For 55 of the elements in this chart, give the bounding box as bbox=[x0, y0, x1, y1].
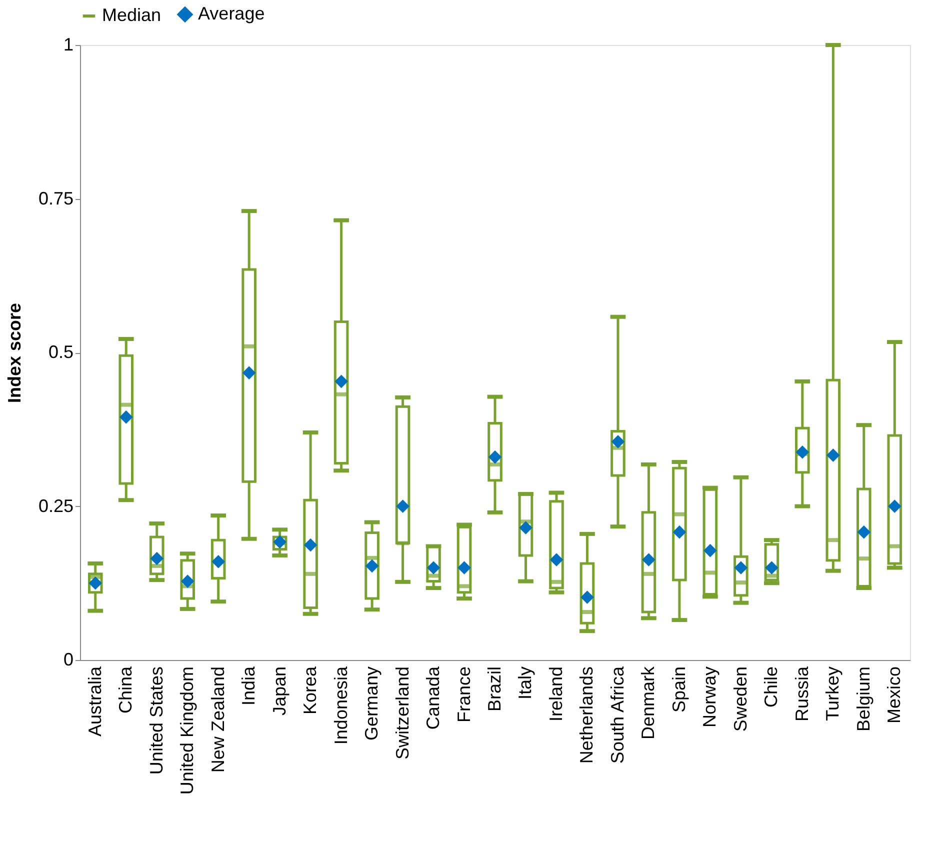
x-tick-label: France bbox=[454, 666, 474, 723]
x-tick-label: Turkey bbox=[822, 666, 843, 721]
y-tick-label: 0 bbox=[63, 650, 74, 670]
point bbox=[335, 375, 348, 388]
point bbox=[580, 591, 594, 604]
x-tick-label: Switzerland bbox=[392, 666, 412, 760]
x-tick-label: China bbox=[116, 666, 136, 714]
x-tick-label: Spain bbox=[668, 666, 689, 713]
x-tick-label: South Africa bbox=[607, 666, 628, 764]
y-tick-label: 1 bbox=[63, 34, 74, 54]
y-tick-label: 0.25 bbox=[38, 496, 74, 516]
y-tick-label: 0.75 bbox=[38, 188, 74, 208]
x-tick-label: Belgium bbox=[853, 666, 874, 732]
x-tick-label: Sweden bbox=[730, 666, 750, 732]
point bbox=[242, 366, 256, 380]
x-tick-label: Chile bbox=[761, 666, 782, 708]
x-tick-label: Russia bbox=[792, 666, 812, 722]
x-tick-label: Mexico bbox=[884, 666, 904, 724]
point bbox=[304, 538, 317, 552]
point bbox=[734, 562, 748, 574]
point bbox=[366, 560, 378, 572]
x-tick-label: United Kingdom bbox=[177, 666, 198, 795]
x-tick-label: Germany bbox=[362, 666, 382, 741]
x-tick-label: Denmark bbox=[638, 666, 658, 740]
x-tick-label: Netherlands bbox=[576, 666, 597, 764]
point bbox=[550, 554, 563, 566]
point bbox=[826, 448, 840, 462]
point bbox=[704, 544, 716, 557]
x-tick-label: Italy bbox=[515, 666, 536, 700]
y-axis-title: Index score bbox=[4, 302, 24, 404]
x-tick-label: United States bbox=[146, 666, 166, 775]
point bbox=[858, 526, 870, 538]
x-tick-label: Canada bbox=[423, 666, 444, 730]
x-tick-label: Norway bbox=[700, 666, 720, 728]
x-tick-label: Korea bbox=[300, 666, 320, 715]
x-tick-label: India bbox=[238, 666, 259, 706]
point bbox=[274, 536, 286, 548]
x-tick-label: Brazil bbox=[484, 666, 504, 712]
point bbox=[519, 522, 532, 534]
point bbox=[888, 500, 901, 512]
x-tick-label: Australia bbox=[84, 666, 105, 737]
x-tick-label: New Zealand bbox=[208, 666, 228, 773]
point bbox=[673, 526, 686, 538]
y-tick-label: 0.5 bbox=[48, 342, 74, 362]
x-tick-label: Japan bbox=[269, 666, 290, 716]
point bbox=[642, 554, 655, 566]
point bbox=[120, 410, 132, 424]
point bbox=[612, 435, 624, 448]
x-tick-label: Indonesia bbox=[330, 666, 351, 745]
point bbox=[458, 562, 471, 574]
legend-label: Median bbox=[102, 5, 162, 25]
x-tick-label: Ireland bbox=[546, 666, 566, 722]
point bbox=[488, 450, 502, 464]
point bbox=[396, 500, 410, 512]
legend-label: Average bbox=[198, 3, 265, 24]
